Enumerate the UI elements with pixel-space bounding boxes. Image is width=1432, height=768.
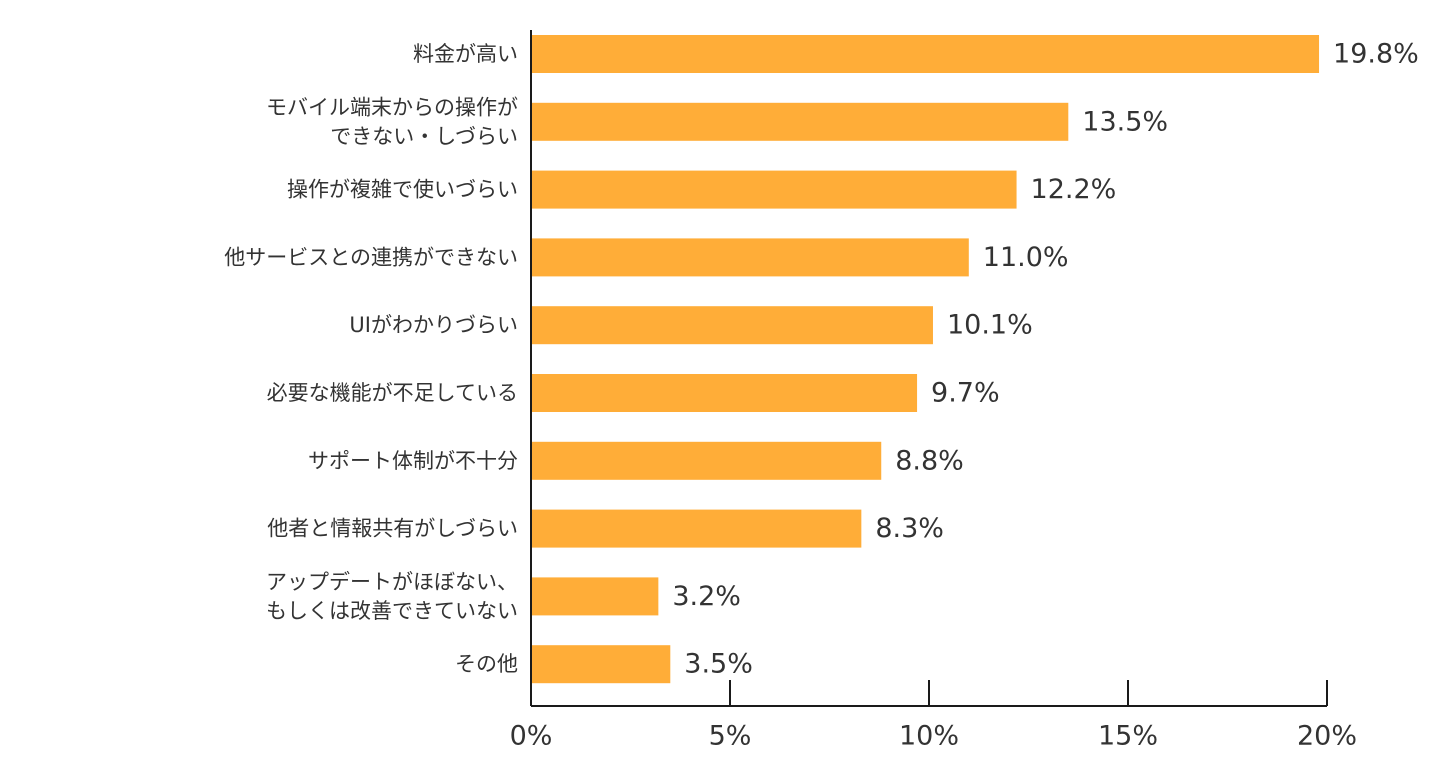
value-labels: 19.8% 13.5% 12.2% 11.0% 10.1% 9.7% 8.8% 8.3% 3.2… (672, 39, 1418, 680)
x-tick-label: 10% (899, 721, 959, 752)
bar (531, 374, 918, 412)
category-label: モバイル端末からの操作が (266, 95, 518, 119)
bar (531, 35, 1320, 73)
category-label: 他サービスとの連携ができない (224, 245, 518, 269)
bar (531, 645, 671, 684)
bar (531, 102, 1069, 141)
bar-value-label: 19.8% (1333, 39, 1419, 70)
bar-value-label: 12.2% (1031, 174, 1117, 205)
category-label: サポート体制が不十分 (308, 449, 518, 473)
bar-value-label: 10.1% (947, 310, 1033, 341)
x-tick-label: 15% (1098, 721, 1158, 752)
category-label: アップデートがほぼない、 (266, 570, 518, 594)
bar (531, 170, 1017, 209)
bar-value-label: 8.3% (875, 513, 944, 544)
bar-value-label: 8.8% (895, 445, 964, 476)
bar-value-label: 3.2% (672, 581, 741, 612)
bar (531, 441, 882, 480)
bar-value-label: 3.5% (684, 649, 753, 680)
x-tick-label: 20% (1297, 721, 1357, 752)
axes: 0% 5% 10% 15% 20% (510, 30, 1357, 752)
x-tick-label: 0% (510, 721, 553, 752)
category-labels: 料金が高いモバイル端末からの操作ができない・しづらい操作が複雑で使いづらい他サー… (224, 42, 518, 676)
bar-value-label: 11.0% (983, 242, 1069, 273)
x-tick-label: 5% (709, 721, 752, 752)
category-label: 他者と情報共有がしづらい (267, 517, 518, 541)
bar-value-label: 13.5% (1082, 106, 1168, 137)
category-label: 操作が複雑で使いづらい (287, 178, 518, 202)
category-label: その他 (455, 652, 518, 676)
bar (531, 306, 933, 345)
category-label: 料金が高い (413, 42, 518, 66)
category-label: UIがわかりづらい (349, 313, 518, 337)
category-label: もしくは改善できていない (266, 599, 518, 623)
bars-layer (531, 35, 1320, 684)
bar-value-label: 9.7% (931, 378, 1000, 409)
category-label: できない・しづらい (330, 124, 518, 148)
bar (531, 238, 969, 277)
bar (531, 577, 659, 616)
category-label: 必要な機能が不足している (267, 381, 518, 405)
bar (531, 509, 862, 548)
